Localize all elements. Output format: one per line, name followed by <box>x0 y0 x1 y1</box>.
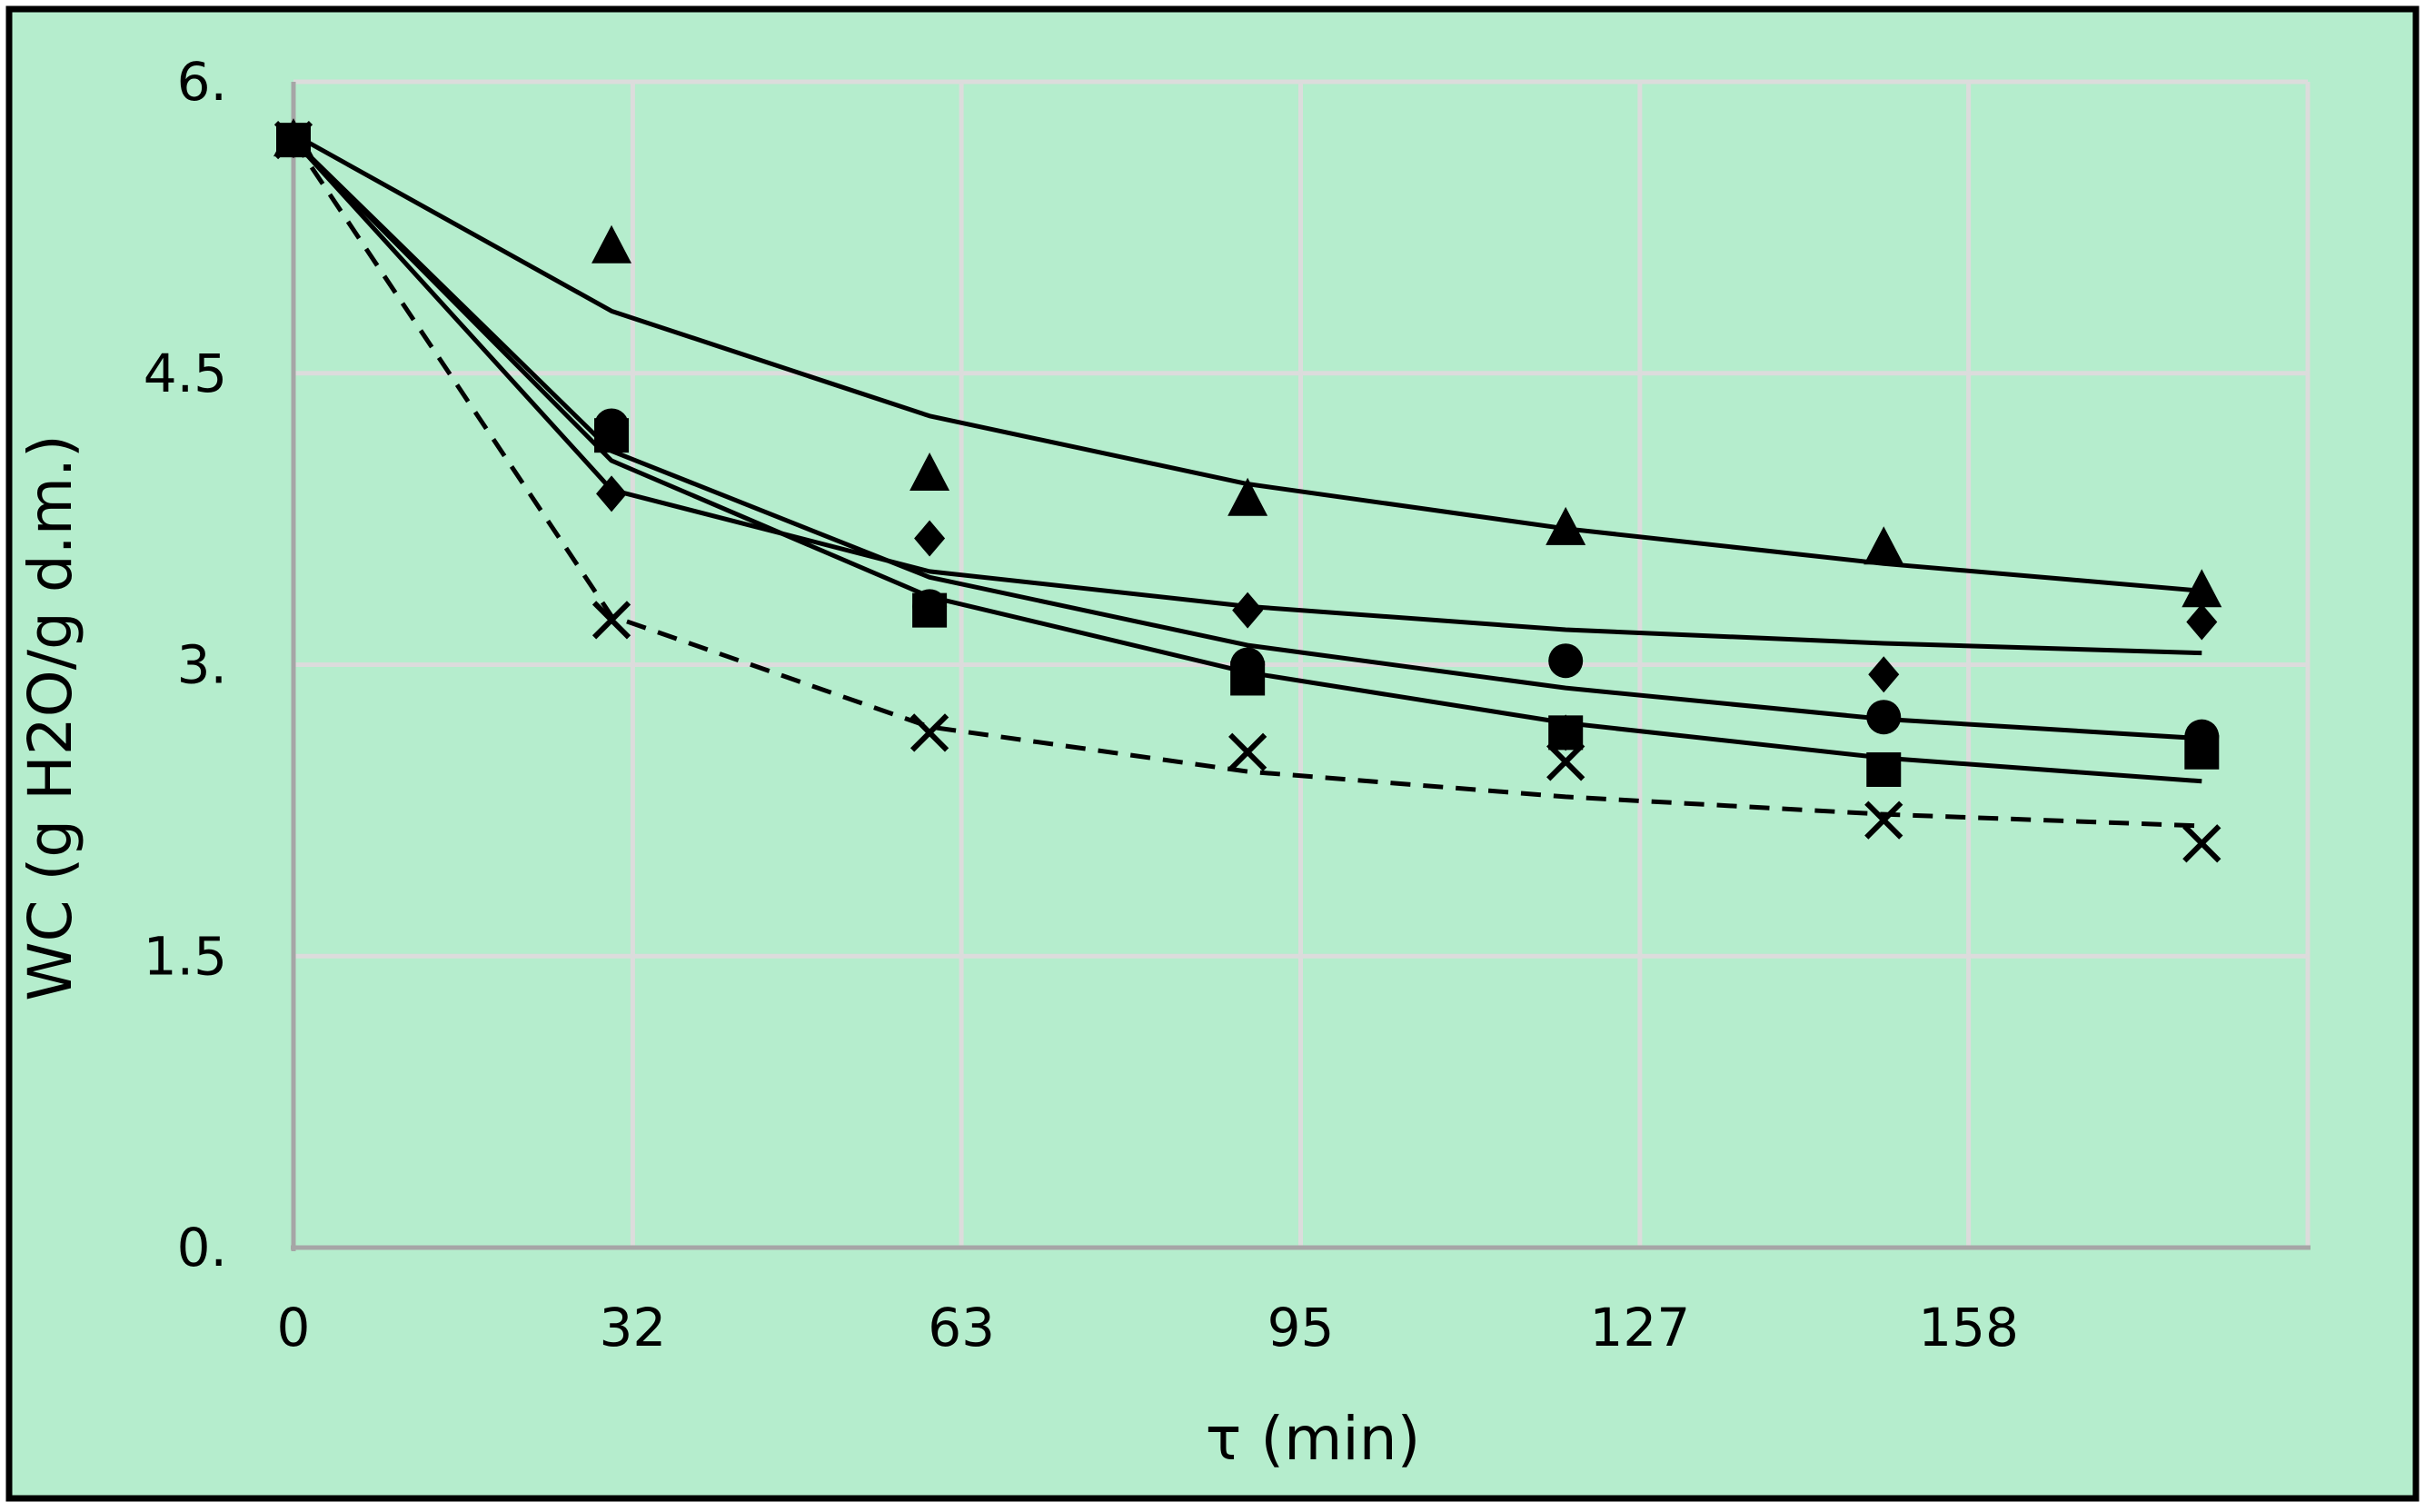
triangle-marker <box>2182 569 2222 608</box>
diamond-marker <box>2186 603 2218 641</box>
data-markers <box>273 118 2222 863</box>
y-tick-label: 1.5 <box>144 925 227 987</box>
y-tick-label: 0. <box>177 1217 227 1278</box>
square-marker <box>912 592 948 628</box>
circle-marker <box>1866 700 1902 735</box>
x-tick-label: 158 <box>1918 1297 2019 1358</box>
diamond-marker <box>1868 656 1900 693</box>
x-tick-label: 32 <box>599 1297 666 1358</box>
grid-lines <box>293 79 2311 1248</box>
diamond-marker <box>596 475 628 512</box>
cross-marker <box>1864 801 1903 840</box>
tick-labels: 0 32 63 95 127 158 0. 1.5 3. 4.5 6. <box>144 51 2019 1358</box>
square-marker <box>1230 661 1266 696</box>
y-tick-label: 6. <box>177 51 227 113</box>
triangle-marker <box>1227 477 1268 516</box>
square-marker <box>1866 751 1902 787</box>
cross-marker <box>591 601 631 640</box>
x-tick-label: 63 <box>928 1297 995 1358</box>
fit-curve-cross <box>291 138 2202 829</box>
triangle-marker <box>909 452 950 491</box>
chart-background <box>5 5 2420 1502</box>
diamond-marker <box>1232 592 1264 629</box>
triangle-marker <box>591 224 632 264</box>
cross-marker <box>2182 824 2221 863</box>
diamond-marker <box>914 520 946 557</box>
x-axis-label: τ (min) <box>1206 1404 1421 1474</box>
triangle-marker <box>1863 526 1904 565</box>
circle-marker <box>1548 643 1584 679</box>
y-tick-label: 3. <box>177 634 227 696</box>
square-marker <box>2184 734 2220 770</box>
cross-marker <box>1546 742 1585 781</box>
triangle-marker <box>1545 506 1586 545</box>
y-tick-label: 4.5 <box>144 343 227 404</box>
cross-marker <box>273 121 313 160</box>
axes <box>291 82 2311 1251</box>
square-marker <box>594 418 630 453</box>
x-tick-label: 95 <box>1267 1297 1335 1358</box>
x-tick-label: 0 <box>277 1297 311 1358</box>
cross-marker <box>909 713 949 752</box>
y-axis-label: WC (g H2O/g d.m.) <box>15 434 85 1001</box>
x-tick-label: 127 <box>1590 1297 1691 1358</box>
cross-marker <box>1228 732 1267 771</box>
square-marker <box>1548 715 1584 751</box>
